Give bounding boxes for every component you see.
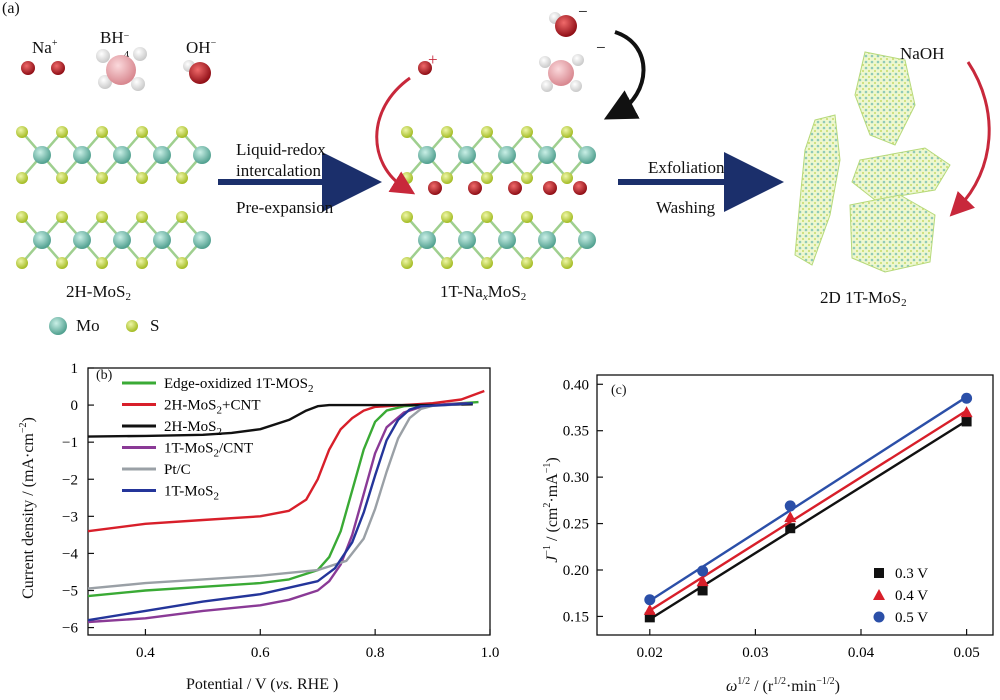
legend-label: 0.5 V — [895, 610, 928, 626]
y-tick-label: 0.15 — [563, 609, 589, 625]
x-tick-label: 0.8 — [366, 645, 385, 661]
koutecky-levich-chart: 0.40 0.35 0.30 0.25 0.20 0.15 0.02 0.03 0.04 0.05… — [563, 374, 994, 661]
sodium-ion-label: Na+ — [32, 38, 58, 57]
mos2-layer-1t-bottom — [399, 209, 598, 271]
y-tick-label: 0.25 — [563, 517, 589, 533]
mo-legend-icon — [49, 317, 67, 335]
y-tick-label: 0 — [71, 398, 79, 414]
plus-charge-label: + — [428, 50, 438, 69]
x-tick-label: 0.02 — [637, 645, 663, 661]
chart-c-frame — [596, 374, 994, 636]
mo-legend-label: Mo — [76, 316, 100, 335]
released-sodium-icon — [418, 61, 432, 75]
data-point — [784, 511, 797, 523]
hydroxide-label: OH− — [186, 38, 217, 57]
legend-marker — [873, 611, 885, 623]
x-tick-label: 0.6 — [251, 645, 270, 661]
data-point — [643, 603, 656, 615]
stage2-caption: 1T-NaxMoS2 — [440, 282, 527, 303]
released-hydroxide-icon — [549, 12, 577, 37]
s-legend-label: S — [150, 316, 160, 335]
y-tick-label: −4 — [62, 546, 78, 562]
legend-label: 1T-MoS2 — [164, 484, 219, 503]
y-tick-label: 0.20 — [563, 563, 589, 579]
data-point — [697, 585, 708, 596]
mos2-layer-2h-top — [16, 126, 211, 184]
released-borohydride-icon — [539, 54, 584, 92]
panel-c-x-axis-label: ω1/2 / (r1/2·min−1/2) — [726, 676, 840, 695]
legend-label: 1T-MoS2/CNT — [164, 441, 253, 460]
hydroxide-icon — [183, 60, 211, 84]
sodium-cycle-arrow — [375, 76, 416, 195]
data-point — [696, 575, 709, 587]
series-line-6 — [87, 402, 473, 622]
polarization-curve-chart: 1 0 −1 −2 −3 −4 −5 −6 0.4 0.6 0.8 1.0 Edge-oxidized… — [62, 361, 500, 661]
step1-label-line2: intercalation — [236, 161, 321, 180]
data-point — [644, 612, 655, 623]
minus-charge-label-2: − — [596, 38, 606, 57]
legend-label: Pt/C — [164, 462, 191, 478]
series-line-5 — [87, 403, 462, 590]
data-point — [697, 565, 709, 577]
intercalated-sodium-icon — [428, 181, 587, 195]
series-line-2 — [87, 389, 485, 533]
y-tick-label: 0.35 — [563, 424, 589, 440]
schematic-illustration — [14, 12, 991, 335]
step2-label-line2: Washing — [656, 198, 716, 217]
data-point — [784, 500, 796, 512]
mos2-layer-2h-bottom — [14, 209, 213, 271]
legend-label: Edge-oxidized 1T-MOS2 — [164, 376, 314, 395]
stage1-caption: 2H-MoS2 — [66, 282, 132, 303]
legend-label: 0.4 V — [895, 588, 928, 604]
stage3-caption: 2D 1T-MoS2 — [820, 288, 907, 309]
borohydride-label: BH −4 — [100, 28, 130, 61]
panel-c-y-axis-label: J−1 / (cm2·mA−1) — [542, 457, 561, 563]
mos2-layer-1t-top — [399, 124, 598, 186]
data-point — [961, 416, 972, 427]
x-tick-label: 0.04 — [848, 645, 875, 661]
sodium-ion-icon — [21, 61, 65, 75]
series-line-3 — [87, 403, 473, 438]
y-tick-label: −1 — [62, 435, 78, 451]
x-tick-label: 0.03 — [742, 645, 768, 661]
panel-b-x-axis-label: Potential / V (vs. RHE ) — [186, 676, 339, 693]
minus-charge-label-1: − — [578, 2, 588, 21]
step1-label-line1: Liquid-redox — [236, 140, 326, 159]
panel-c-label: (c) — [611, 383, 627, 398]
data-point — [644, 594, 656, 606]
y-tick-label: −5 — [62, 584, 78, 600]
data-point — [960, 406, 973, 418]
panel-b-y-axis-label: Current density / (mA·cm−2) — [18, 417, 37, 599]
series-line-1 — [87, 400, 479, 598]
mos2-nanosheet-icon — [794, 51, 951, 273]
legend-label: 0.3 V — [895, 566, 928, 582]
x-tick-label: 0.4 — [136, 645, 155, 661]
legend-marker — [874, 568, 884, 578]
x-tick-label: 1.0 — [481, 645, 500, 661]
legend-marker — [873, 589, 885, 600]
y-tick-label: 0.40 — [563, 377, 589, 393]
y-tick-label: −6 — [62, 621, 78, 637]
anion-cycle-arrow — [603, 30, 646, 120]
y-tick-label: 1 — [71, 361, 79, 377]
y-tick-label: −3 — [62, 509, 78, 525]
panel-a-label: (a) — [2, 0, 20, 17]
x-tick-label: 0.05 — [953, 645, 979, 661]
naoh-label: NaOH — [900, 44, 945, 63]
panel-b-label: (b) — [96, 368, 113, 383]
naoh-recycle-arrow — [949, 61, 991, 217]
data-point — [961, 392, 973, 404]
legend-label: 2H-MoS2+CNT — [164, 398, 260, 417]
data-point — [785, 523, 796, 534]
y-tick-label: 0.30 — [563, 470, 589, 486]
step2-label-line1: Exfoliation — [648, 158, 725, 177]
step1-label-line3: Pre-expansion — [236, 198, 334, 217]
s-legend-icon — [126, 320, 138, 332]
y-tick-label: −2 — [62, 472, 78, 488]
chart-b-frame — [87, 367, 491, 636]
legend-label: 2H-MoS2 — [164, 419, 222, 438]
borohydride-icon — [96, 47, 147, 91]
